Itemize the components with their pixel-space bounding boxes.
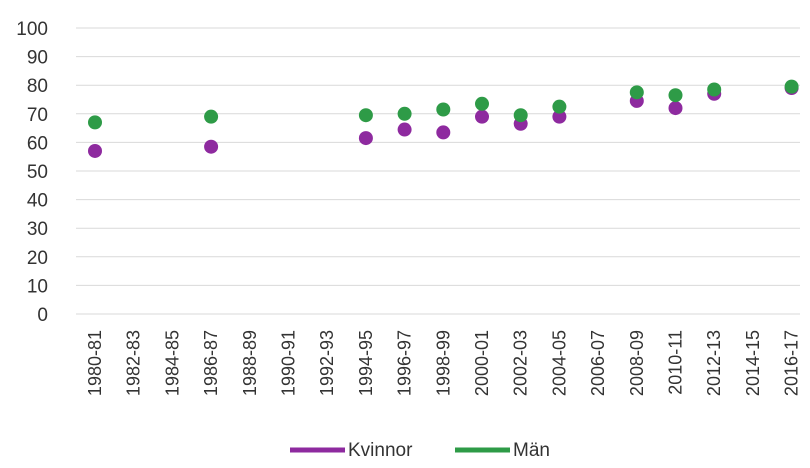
series-point-män (88, 115, 102, 130)
x-tick-label: 2008-09 (627, 330, 647, 396)
x-tick-label: 2012-13 (704, 330, 724, 396)
x-tick-label: 1988-89 (240, 330, 260, 396)
y-tick-label: 80 (27, 76, 48, 97)
x-tick-label: 2006-07 (588, 330, 608, 396)
series-point-kvinnor (475, 109, 489, 124)
series-point-kvinnor (668, 101, 683, 116)
x-tick-label: 1982-83 (124, 330, 144, 396)
y-tick-label: 50 (27, 162, 48, 183)
y-tick-label: 0 (37, 305, 48, 326)
x-tick-label: 2004-05 (549, 330, 569, 396)
series-point-kvinnor (88, 143, 102, 158)
x-tick-label: 1998-99 (433, 330, 453, 396)
series-point-kvinnor (204, 139, 219, 154)
legend-label-män: Män (513, 440, 550, 461)
x-tick-label: 1986-87 (201, 330, 221, 396)
x-tick-label: 2016-17 (782, 330, 802, 396)
series-point-män (784, 79, 799, 94)
x-tick-label: 1990-91 (279, 330, 299, 396)
y-tick-label: 70 (27, 105, 48, 126)
series-point-män (668, 88, 683, 103)
y-tick-label: 60 (27, 133, 48, 154)
series-point-män (475, 96, 489, 111)
series-point-män (436, 102, 451, 117)
series-point-kvinnor (552, 109, 567, 124)
x-tick-label: 1984-85 (162, 330, 182, 396)
y-tick-label: 20 (27, 248, 48, 269)
series-point-män (513, 108, 528, 123)
series-point-kvinnor (397, 122, 412, 137)
x-tick-label: 1980-81 (85, 330, 105, 396)
y-tick-label: 40 (27, 191, 48, 212)
series-point-kvinnor (358, 131, 373, 146)
series-point-män (629, 85, 644, 100)
y-tick-label: 30 (27, 219, 48, 240)
y-tick-label: 100 (16, 19, 48, 40)
x-tick-label: 2010-11 (666, 330, 686, 395)
series-point-kvinnor (436, 125, 451, 140)
x-tick-label: 1992-93 (317, 330, 337, 396)
y-tick-label: 90 (27, 48, 48, 69)
series-point-män (707, 82, 722, 97)
x-tick-label: 2002-03 (511, 330, 531, 396)
x-tick-label: 1994-95 (356, 330, 376, 396)
series-point-män (397, 106, 412, 121)
y-tick-label: 10 (27, 276, 48, 297)
legend-label-kvinnor: Kvinnor (348, 440, 413, 461)
series-point-män (358, 108, 373, 123)
x-tick-label: 2014-15 (743, 330, 763, 396)
x-tick-label: 1996-97 (395, 330, 415, 396)
x-tick-label: 2000-01 (472, 330, 492, 396)
series-point-män (552, 99, 567, 114)
series-point-män (204, 109, 219, 124)
